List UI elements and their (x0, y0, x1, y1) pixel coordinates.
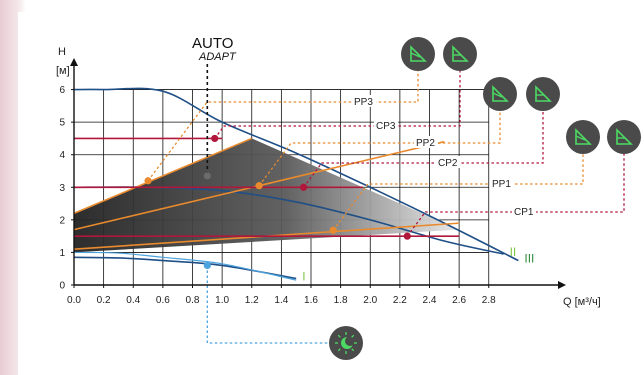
callout-connector (406, 154, 625, 237)
x-tick-label: 0.2 (97, 295, 111, 306)
night-ray-glyph (337, 334, 341, 338)
callout-connector (258, 111, 501, 187)
constant-pressure-glyph (535, 85, 552, 102)
x-tick-label: 1.0 (215, 295, 229, 306)
night-ray-glyph (351, 334, 355, 338)
callout-connector (332, 154, 584, 231)
pump-curve-line (73, 256, 297, 280)
proportional-pressure-glyph-line (410, 52, 421, 58)
x-axis-arrow (558, 281, 566, 289)
proportional-pressure-glyph (410, 45, 427, 62)
operating-point (211, 134, 219, 143)
operating-point (329, 226, 337, 234)
x-tick-label: 1.4 (274, 295, 288, 306)
proportional-pressure-icon[interactable] (401, 37, 435, 71)
callout-label: CP1 (514, 207, 534, 218)
operating-point (203, 261, 211, 270)
callout-label: CP3 (376, 121, 396, 132)
x-tick-label: 0.0 (67, 295, 81, 306)
auto-sub-label: ADAPT (198, 51, 237, 63)
operating-point (144, 177, 152, 185)
pump-curve-label: I (302, 269, 305, 283)
proportional-pressure-glyph (575, 128, 592, 145)
y-tick-label: 0 (59, 281, 65, 292)
axes: 0.0 0.2 0.4 0.6 0.8 1.0 1.2 1.4 1.6 1.8 2.0 2.2 2.4 2… (59, 58, 566, 306)
callout-label-bg (436, 156, 460, 168)
constant-pressure-icon[interactable] (607, 120, 641, 154)
y-tick-label: 1 (59, 248, 65, 259)
constant-pressure-icon[interactable] (443, 37, 477, 71)
night-mode-icon[interactable] (329, 326, 363, 360)
callout-label: CP2 (438, 158, 458, 169)
operating-points (144, 134, 411, 270)
y-tick-label: 2 (59, 215, 65, 226)
labels: H [м] Q [м³/ч] AUTO ADAPT (56, 35, 601, 308)
callout-connector (303, 111, 544, 188)
night-ray-glyph (351, 348, 355, 352)
y-axis-title: H (58, 46, 66, 58)
pump-curve-label: II (510, 245, 517, 259)
operating-point (299, 183, 308, 191)
x-tick-label: 2.0 (363, 295, 377, 306)
constant-pressure-lines (74, 137, 460, 237)
callout-label-bg (414, 136, 438, 148)
pump-curve-label: III (524, 252, 534, 266)
proportional-pressure-glyph-line (492, 92, 503, 98)
x-tick-label: 1.6 (304, 295, 318, 306)
callout-label: PP2 (416, 138, 435, 149)
proportional-pressure-icon[interactable] (566, 120, 600, 154)
x-tick-label: 1.8 (334, 295, 348, 306)
x-tick-label: 1.2 (245, 295, 259, 306)
callout-label: PP3 (354, 97, 373, 108)
x-tick-label: 2.6 (452, 295, 466, 306)
x-tick-label: 0.8 (186, 295, 200, 306)
night-ray-glyph (337, 348, 341, 352)
x-tick-label: 0.6 (156, 295, 170, 306)
pump-curve-line (73, 251, 297, 281)
x-axis-title: Q [м³/ч] (563, 296, 601, 308)
operating-point (255, 182, 263, 190)
proportional-pressure-glyph-line (575, 135, 586, 141)
constant-pressure-glyph (452, 45, 469, 62)
y-tick-label: 5 (59, 118, 65, 129)
proportional-pressure-icon[interactable] (483, 77, 517, 111)
callout-label: PP1 (492, 179, 511, 190)
pump-curve-line (73, 87, 519, 262)
constant-pressure-glyph (616, 128, 633, 145)
constant-pressure-icon[interactable] (526, 77, 560, 111)
proportional-pressure-glyph (492, 85, 509, 102)
callout-label-bg (512, 205, 536, 217)
pp-line (73, 137, 253, 215)
y-axis-unit: [м] (56, 65, 70, 77)
y-tick-label: 4 (59, 150, 65, 161)
operating-point (203, 172, 211, 180)
callout-label-bg (352, 95, 376, 107)
x-tick-label: 2.8 (482, 295, 496, 306)
x-tick-label: 2.4 (423, 295, 437, 306)
mode-icons[interactable] (329, 37, 641, 360)
operating-point (403, 232, 411, 240)
callout-label-bg (374, 119, 398, 131)
x-tick-label: 2.2 (393, 295, 407, 306)
x-tick-label: 0.4 (126, 295, 140, 306)
operating-area (74, 138, 460, 253)
callout-label-bg (490, 177, 514, 189)
auto-label: AUTO (192, 35, 233, 52)
operating-area-fill (74, 138, 460, 253)
y-tick-label: 6 (59, 85, 65, 96)
night-moon-cutout (345, 336, 355, 346)
night-mode-connector (206, 265, 329, 344)
y-axis-arrow (70, 58, 78, 66)
y-tick-label: 3 (59, 183, 65, 194)
